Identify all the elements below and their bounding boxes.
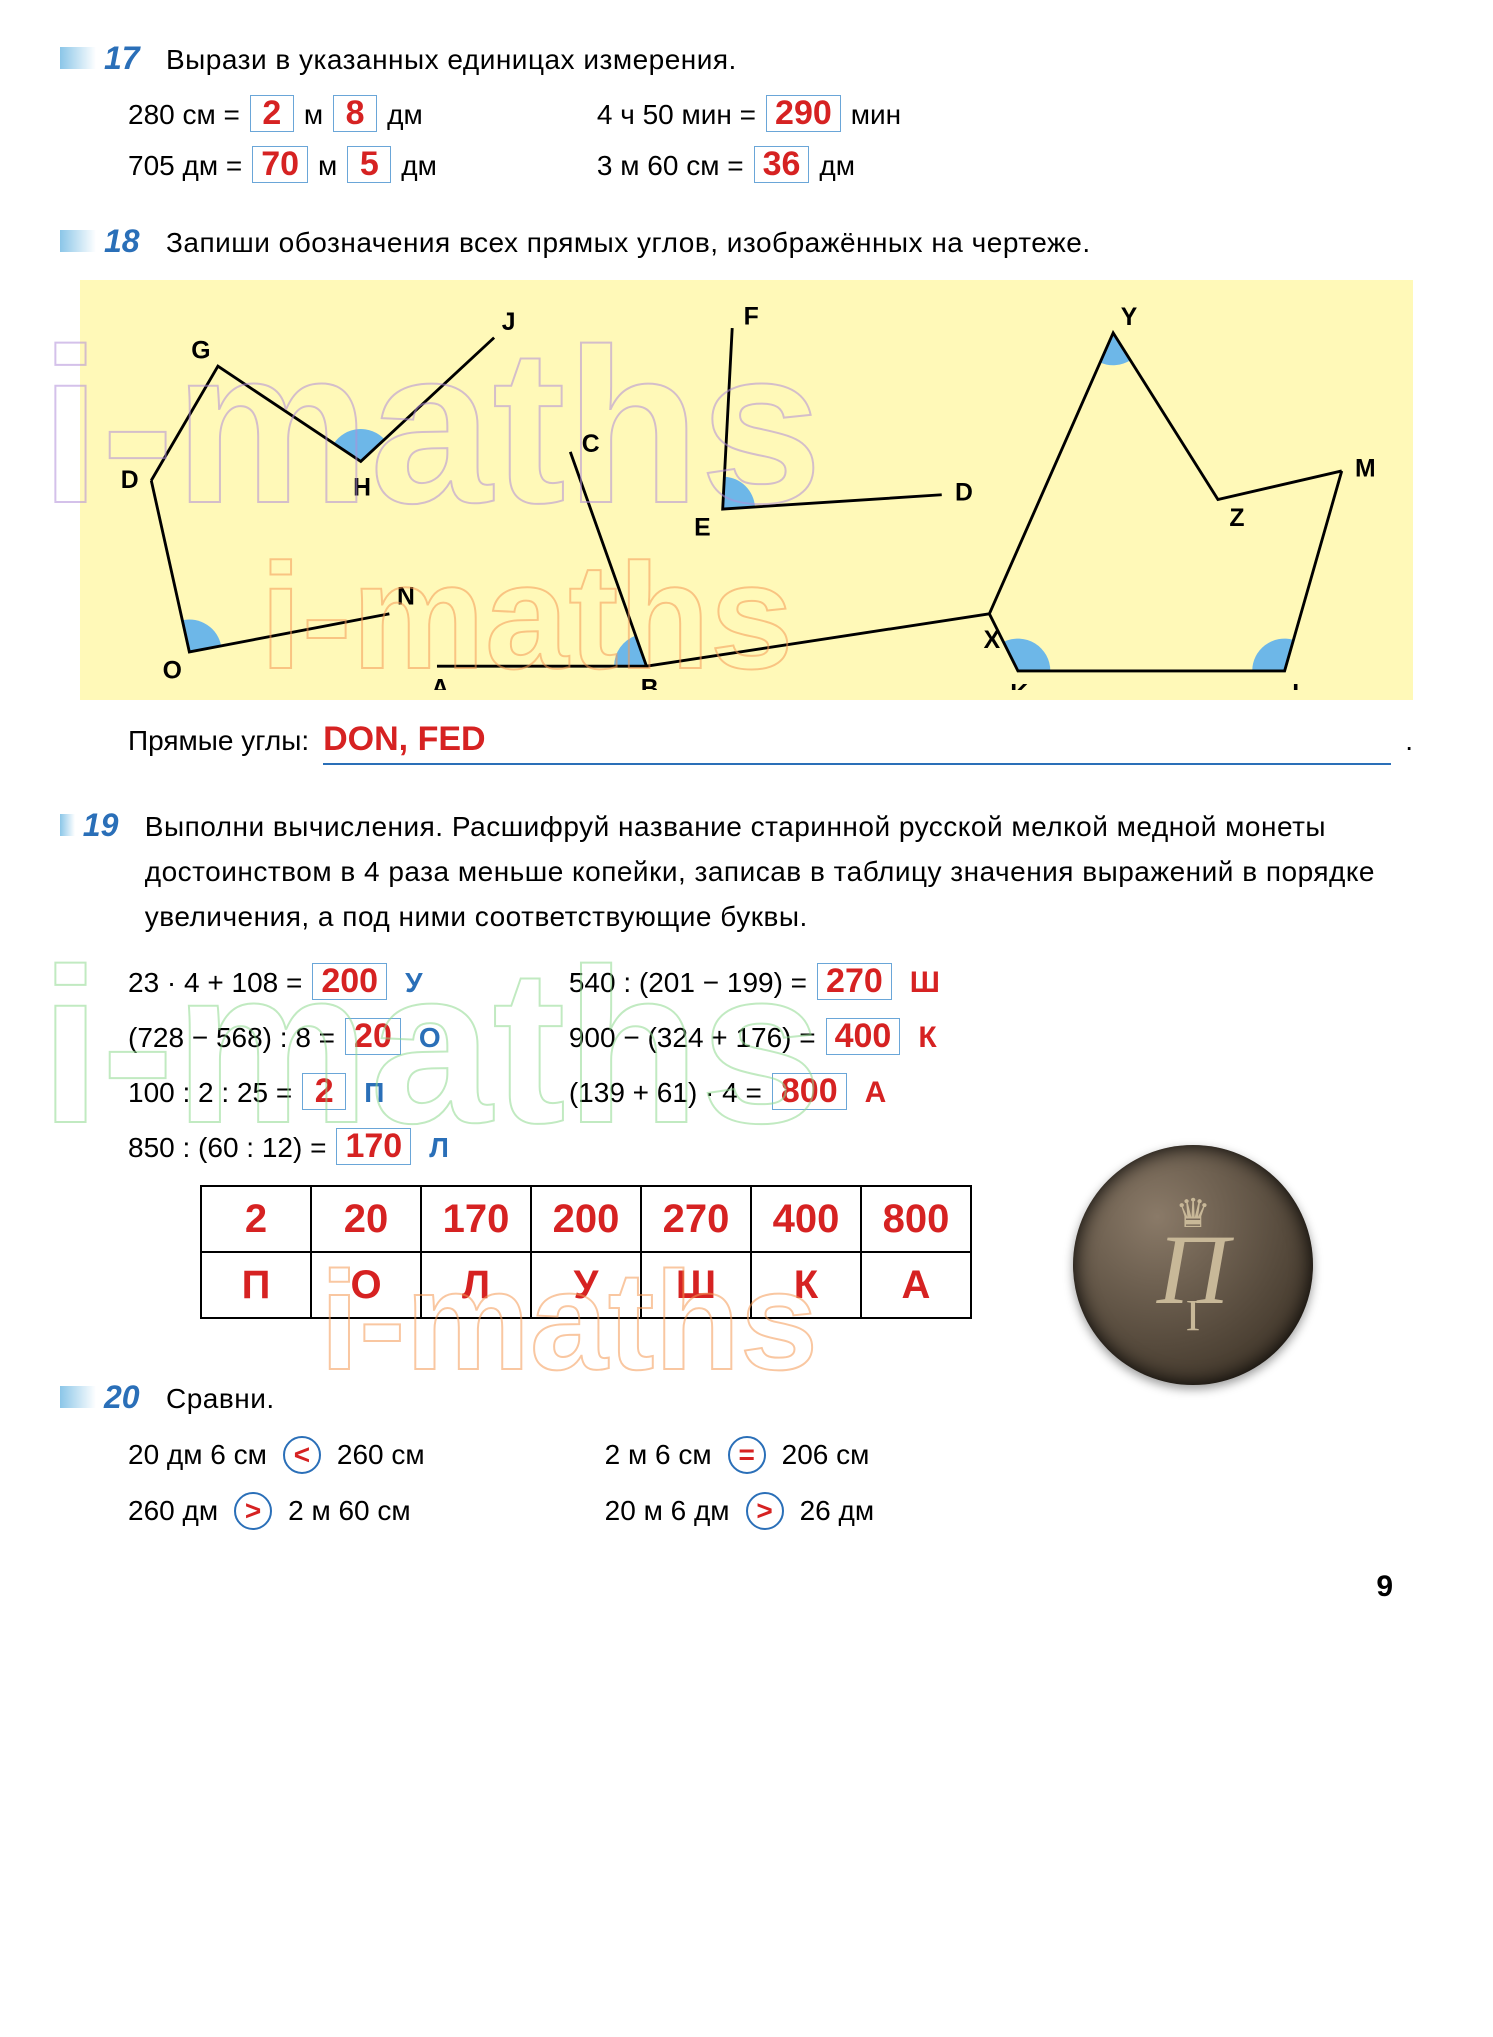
comparison-op: =	[728, 1436, 766, 1474]
cipher-letter-cell: Ш	[641, 1252, 751, 1318]
task-number: 17	[104, 40, 148, 77]
point-label: B	[641, 676, 659, 690]
diagram-line	[437, 452, 647, 666]
edge-marker	[60, 1386, 96, 1408]
answer-underline: DON, FED	[323, 720, 1391, 765]
task-17: 17 Вырази в указанных единицах измерения…	[60, 40, 1413, 183]
page-number: 9	[60, 1570, 1413, 1604]
calc-expression: 23 · 4 + 108 = 200 У	[128, 963, 449, 1000]
edge-marker	[60, 47, 96, 69]
calc-expression: (139 + 61) · 4 = 800 А	[569, 1073, 940, 1110]
cipher-value-cell: 270	[641, 1186, 751, 1252]
point-label: N	[397, 583, 415, 610]
point-label: H	[353, 475, 371, 502]
calc-expression: 900 − (324 + 176) = 400 К	[569, 1018, 940, 1055]
task-number: 19	[83, 807, 127, 844]
cipher-letter-cell: К	[751, 1252, 861, 1318]
task-19: 19 Выполни вычисления. Расшифруй названи…	[60, 805, 1413, 1319]
comparison-op: <	[283, 1436, 321, 1474]
point-label: A	[431, 676, 449, 690]
point-label: E	[694, 515, 711, 542]
angles-diagram: G D H J O N A C B F E D X Y K Z M L	[80, 280, 1413, 700]
cipher-letter-cell: П	[201, 1252, 311, 1318]
task-number: 18	[104, 223, 148, 260]
comparison: 260 дм>2 м 60 см	[128, 1492, 425, 1530]
comparison: 20 дм 6 см<260 см	[128, 1436, 425, 1474]
coin-image: ♛ П I	[1073, 1145, 1313, 1385]
cipher-letter-cell: Л	[421, 1252, 531, 1318]
unit-expression: 4 ч 50 мин = 290мин	[597, 95, 901, 132]
calc-expression: 850 : (60 : 12) = 170 Л	[128, 1128, 449, 1165]
task-prompt: Сравни.	[166, 1383, 275, 1415]
cipher-letter-cell: А	[861, 1252, 971, 1318]
angle-marker	[723, 477, 755, 509]
task-18: 18 Запиши обозначения всех прямых углов,…	[60, 223, 1413, 765]
comparison-op: >	[746, 1492, 784, 1530]
task-number: 20	[104, 1379, 148, 1416]
cipher-letter-cell: У	[531, 1252, 641, 1318]
cipher-value-cell: 200	[531, 1186, 641, 1252]
cipher-value-cell: 20	[311, 1186, 421, 1252]
point-label: K	[1010, 680, 1028, 690]
point-label: D	[121, 467, 139, 494]
point-label: M	[1355, 456, 1376, 483]
cipher-value-cell: 800	[861, 1186, 971, 1252]
point-label: G	[191, 338, 210, 365]
comparison: 20 м 6 дм>26 дм	[605, 1492, 874, 1530]
diagram-line	[723, 328, 942, 509]
answer-label: Прямые углы:	[128, 725, 309, 757]
point-label: F	[744, 303, 759, 330]
task-prompt: Запиши обозначения всех прямых углов, из…	[166, 227, 1091, 259]
task-prompt: Выполни вычисления. Расшифруй название с…	[145, 805, 1413, 939]
point-label: J	[502, 309, 516, 336]
point-label: Z	[1229, 505, 1244, 532]
cipher-letter-cell: О	[311, 1252, 421, 1318]
unit-expression: 705 дм = 70м 5дм	[128, 146, 437, 183]
point-label: D	[955, 479, 973, 506]
edge-marker	[60, 814, 75, 836]
cipher-value-cell: 2	[201, 1186, 311, 1252]
task-20: 20 Сравни. 20 дм 6 см<260 см 260 дм>2 м 6…	[60, 1379, 1413, 1530]
point-label: X	[984, 627, 1001, 654]
comparison: 2 м 6 см=206 см	[605, 1436, 874, 1474]
point-label: O	[163, 658, 182, 685]
point-label: L	[1292, 680, 1307, 690]
edge-marker	[60, 230, 96, 252]
calc-expression: 100 : 2 : 25 = 2 П	[128, 1073, 449, 1110]
point-label: C	[582, 431, 600, 458]
calc-expression: 540 : (201 − 199) = 270 Ш	[569, 963, 940, 1000]
task-prompt: Вырази в указанных единицах измерения.	[166, 44, 737, 76]
calc-expression: (728 − 568) : 8 = 20 О	[128, 1018, 449, 1055]
cipher-table: 220170200270400800 ПОЛУШКА	[200, 1185, 972, 1319]
cipher-value-cell: 170	[421, 1186, 531, 1252]
cipher-value-cell: 400	[751, 1186, 861, 1252]
coin-monogram: ♛ П I	[1157, 1198, 1229, 1333]
right-angles-answer: DON, FED	[323, 720, 485, 758]
point-label: Y	[1121, 304, 1138, 331]
comparison-op: >	[234, 1492, 272, 1530]
unit-expression: 3 м 60 см = 36дм	[597, 146, 901, 183]
unit-expression: 280 см = 2м 8дм	[128, 95, 437, 132]
